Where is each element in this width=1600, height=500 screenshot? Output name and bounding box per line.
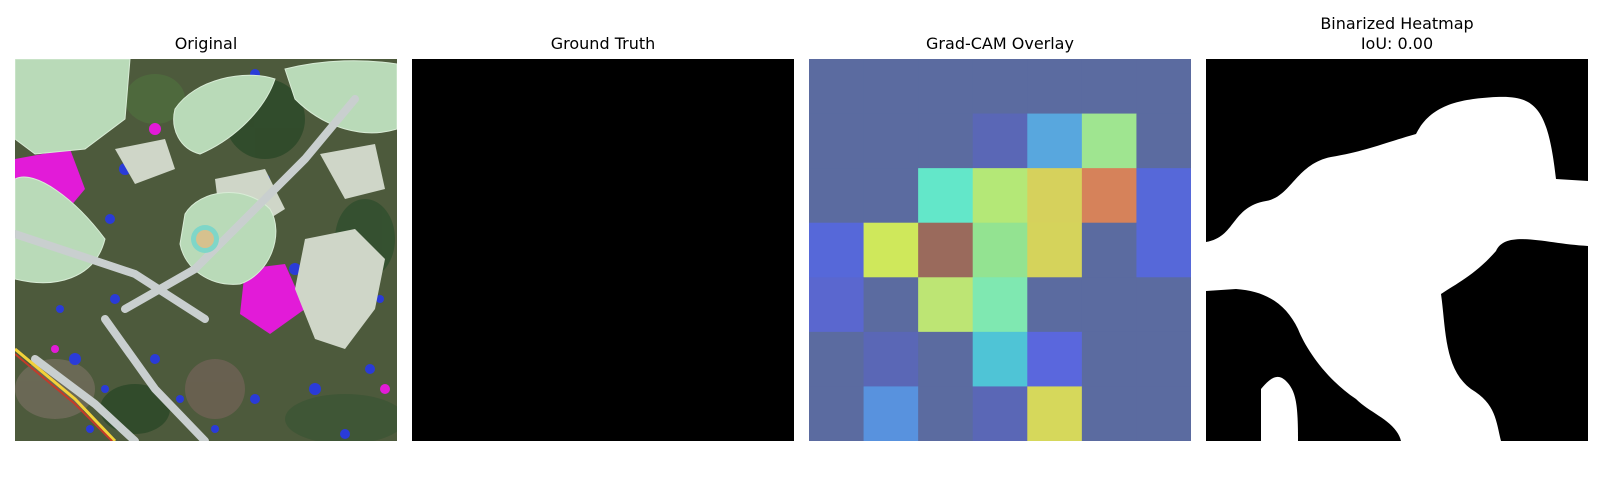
- heatmap-cell: [809, 113, 865, 169]
- panel-title: Binarized Heatmap: [1320, 14, 1474, 33]
- binarized-heatmap-mask: [1206, 59, 1588, 441]
- heatmap-cell: [918, 277, 974, 333]
- heatmap-cell: [863, 222, 919, 278]
- heatmap-cell: [1136, 386, 1191, 441]
- heatmap-cell: [809, 59, 865, 115]
- ground-truth-mask: [412, 59, 794, 441]
- heatmap-cell: [1136, 222, 1191, 278]
- heatmap-cell: [972, 386, 1028, 441]
- heatmap-cell: [918, 113, 974, 169]
- heatmap-cell: [863, 168, 919, 224]
- heatmap-cell: [1081, 386, 1137, 441]
- panel-title: Original: [174, 34, 238, 53]
- heatmap-cell: [972, 331, 1028, 387]
- heatmap-cell: [972, 277, 1028, 333]
- heatmap-cell: [1027, 222, 1083, 278]
- heatmap-cell: [972, 168, 1028, 224]
- heatmap-cell: [972, 113, 1028, 169]
- heatmap-cell: [1027, 386, 1083, 441]
- heatmap-cell: [1027, 168, 1083, 224]
- heatmap-cell: [1136, 331, 1191, 387]
- heatmap-cell: [972, 222, 1028, 278]
- heatmap-cell: [863, 113, 919, 169]
- heatmap-cell: [1081, 331, 1137, 387]
- iou-score: IoU: 0.00: [1360, 34, 1434, 53]
- heatmap-cell: [1081, 113, 1137, 169]
- heatmap-cell: [809, 277, 865, 333]
- heatmap-cell: [1136, 113, 1191, 169]
- heatmap-cell: [918, 222, 974, 278]
- heatmap-cell: [1027, 113, 1083, 169]
- panel-gradcam-overlay: Grad-CAM Overlay: [809, 0, 1191, 442]
- heatmap-cell: [1081, 277, 1137, 333]
- heatmap-cell: [918, 59, 974, 115]
- heatmap-cell: [1136, 59, 1191, 115]
- heatmap-cell: [972, 59, 1028, 115]
- heatmap-cell: [1081, 222, 1137, 278]
- heatmap-cell: [1027, 277, 1083, 333]
- heatmap-cell: [1081, 168, 1137, 224]
- heatmap-cell: [863, 386, 919, 441]
- heatmap-cell: [1136, 277, 1191, 333]
- heatmap-cell: [1136, 168, 1191, 224]
- panel-title: Grad-CAM Overlay: [926, 34, 1074, 53]
- original-leaf-image: [15, 59, 397, 441]
- heatmap-cell: [1027, 59, 1083, 115]
- heatmap-cell: [1081, 59, 1137, 115]
- heatmap-cell: [863, 331, 919, 387]
- heatmap-cell: [918, 386, 974, 441]
- panel-original: Original: [15, 0, 397, 442]
- panel-binarized-heatmap: Binarized Heatmap IoU: 0.00: [1206, 0, 1588, 442]
- panel-ground-truth: Ground Truth: [412, 0, 794, 442]
- panel-title: Ground Truth: [550, 34, 656, 53]
- heatmap-cell: [809, 168, 865, 224]
- heatmap-cell: [863, 277, 919, 333]
- heatmap-cell: [918, 168, 974, 224]
- heatmap-cell: [809, 331, 865, 387]
- gradcam-heatmap: [809, 59, 1191, 441]
- heatmap-cell: [809, 222, 865, 278]
- heatmap-cell: [809, 386, 865, 441]
- heatmap-cell: [1027, 331, 1083, 387]
- heatmap-cell: [918, 331, 974, 387]
- heatmap-cell: [863, 59, 919, 115]
